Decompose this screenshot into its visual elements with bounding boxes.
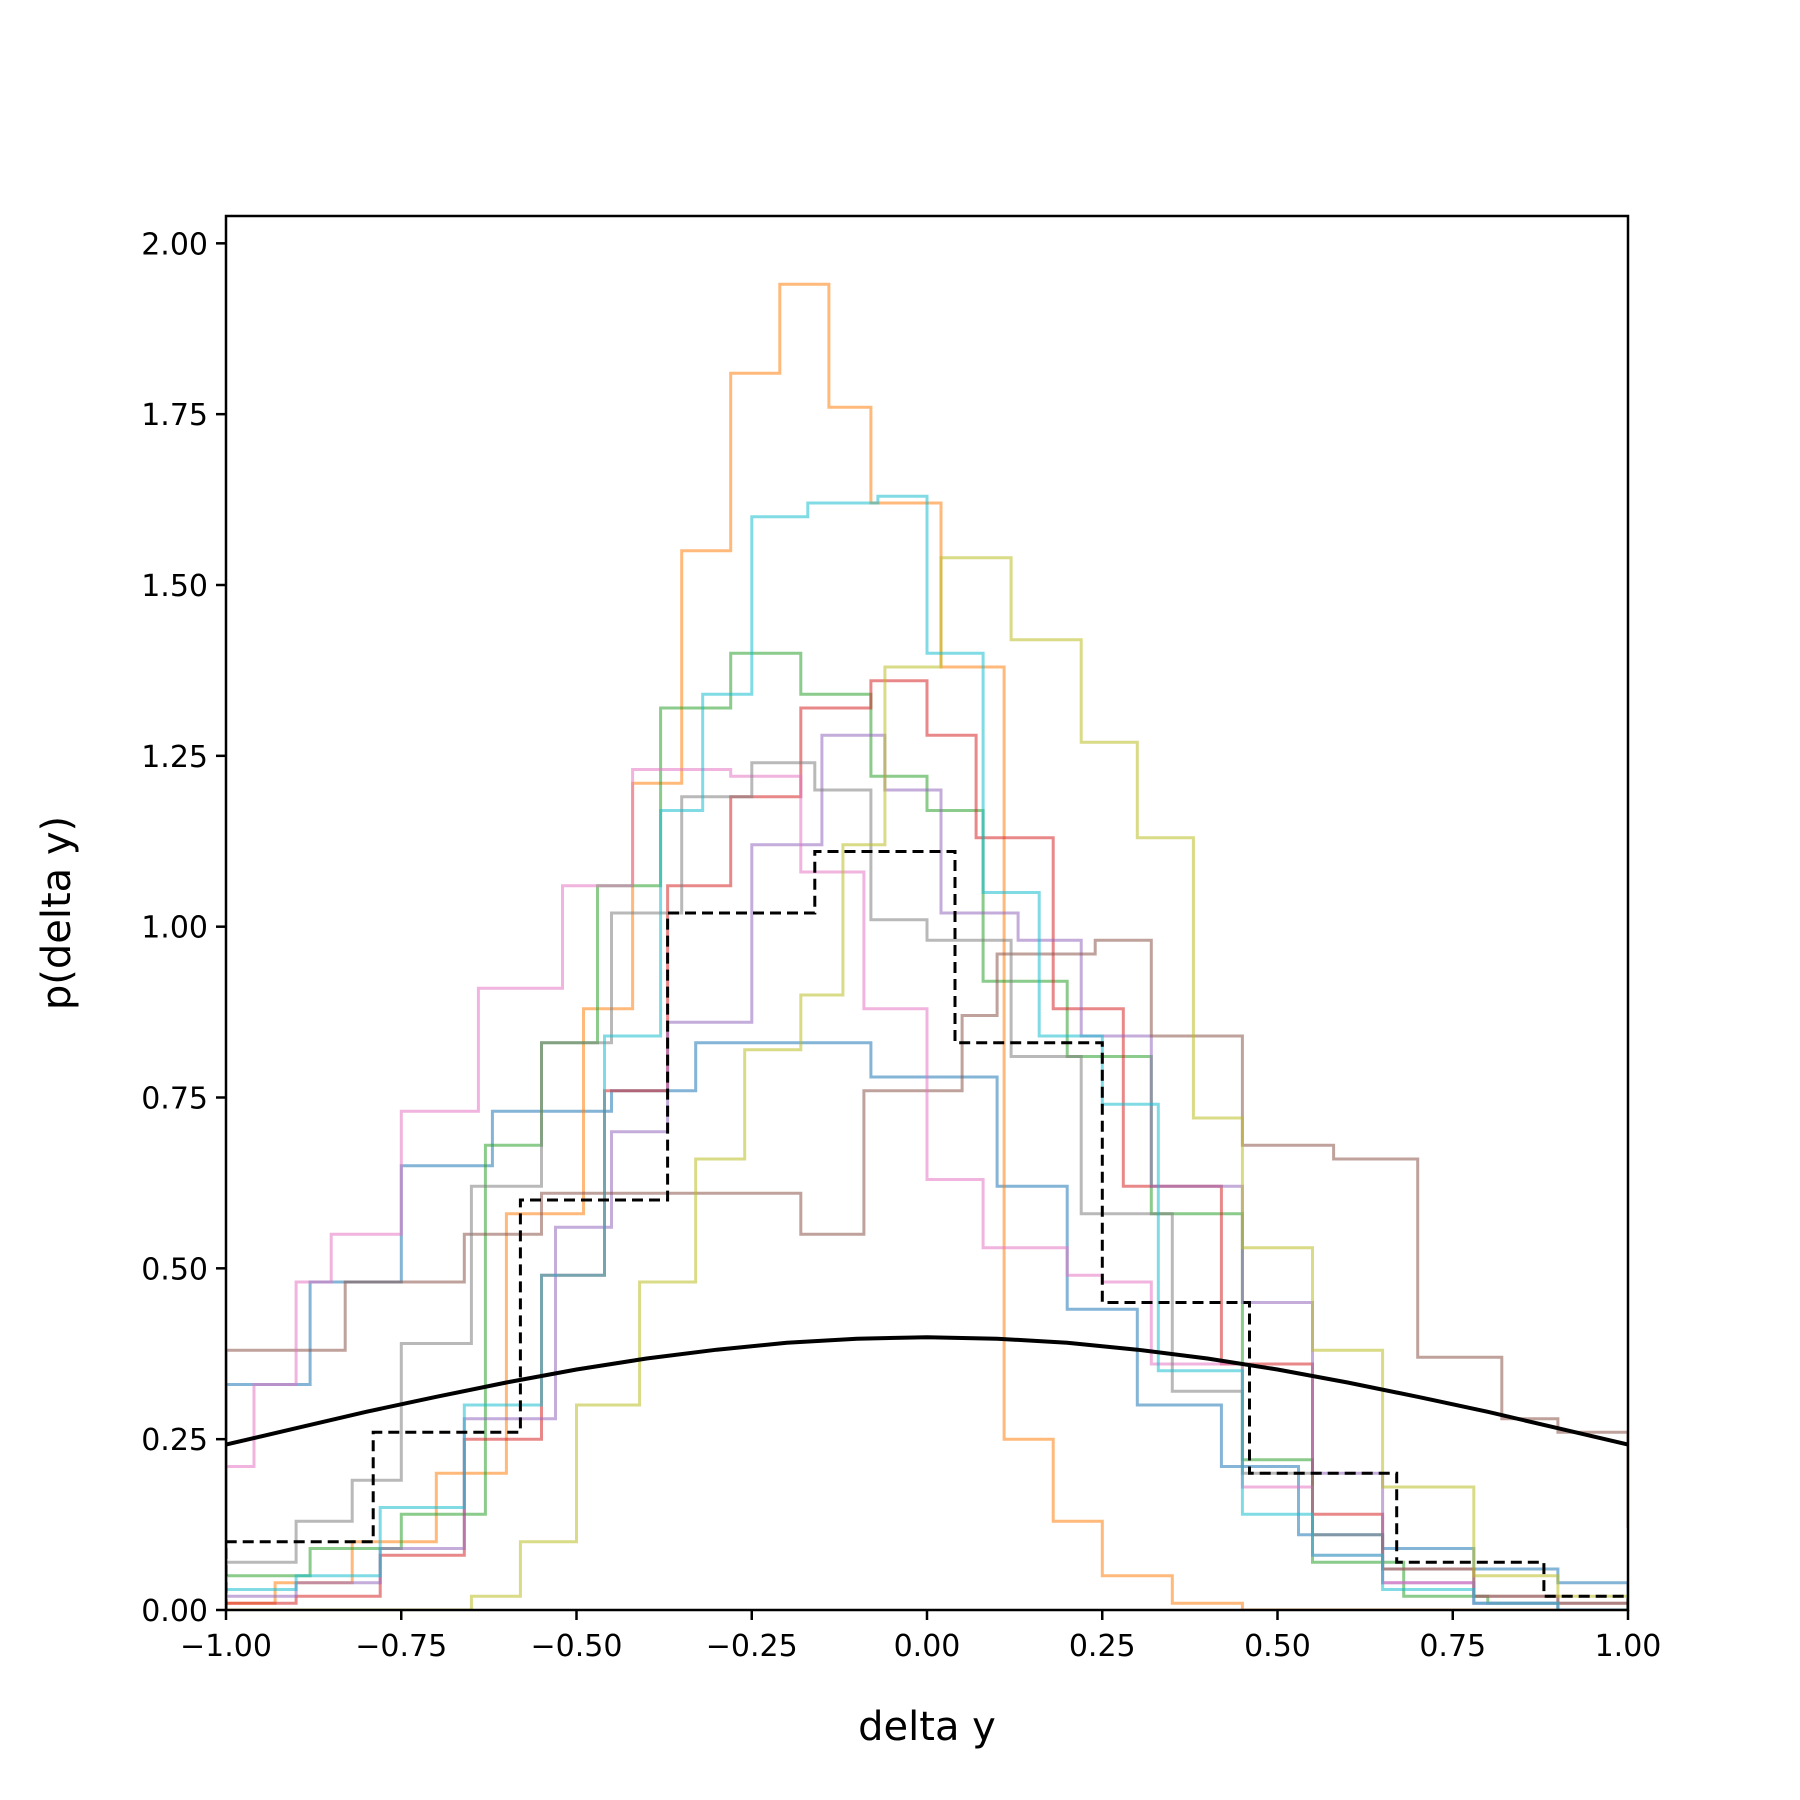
histogram-series-0 bbox=[226, 1041, 1628, 1610]
histogram-series-1 bbox=[226, 282, 1628, 1610]
y-tick-label: 0.75 bbox=[141, 1082, 208, 1117]
histogram-series-10 bbox=[226, 850, 1628, 1610]
histogram-series-2 bbox=[226, 651, 1628, 1610]
x-tick-label: 1.00 bbox=[1595, 1629, 1662, 1664]
y-tick-label: 1.00 bbox=[141, 911, 208, 946]
y-tick-label: 1.75 bbox=[141, 398, 208, 433]
normal-density-curve bbox=[226, 1335, 1628, 1447]
y-tick-label: 0.50 bbox=[141, 1252, 208, 1287]
x-tick-label: 0.00 bbox=[894, 1629, 961, 1664]
y-axis: 0.00 0.25 0.50 0.75 1.00 1.25 1.50 1.75 2.00 bbox=[141, 227, 226, 1629]
histogram-series-9 bbox=[226, 494, 1628, 1610]
x-tick-label: −1.00 bbox=[180, 1629, 272, 1664]
x-tick-label: 0.75 bbox=[1419, 1629, 1486, 1664]
x-tick-label: 0.50 bbox=[1244, 1629, 1311, 1664]
histogram-series-8 bbox=[226, 556, 1628, 1610]
x-axis-label: delta y bbox=[858, 1704, 996, 1750]
y-axis-label: p(delta y) bbox=[34, 816, 80, 1010]
x-tick-label: −0.75 bbox=[355, 1629, 447, 1664]
plot-series bbox=[226, 282, 1628, 1610]
histogram-series-5 bbox=[226, 938, 1628, 1610]
x-tick-label: −0.50 bbox=[531, 1629, 623, 1664]
x-tick-label: −0.25 bbox=[706, 1629, 798, 1664]
y-tick-label: 1.50 bbox=[141, 569, 208, 604]
y-tick-label: 0.25 bbox=[141, 1423, 208, 1458]
y-tick-label: 1.25 bbox=[141, 740, 208, 775]
histogram-series-7 bbox=[226, 761, 1628, 1610]
x-axis: −1.00 −0.75 −0.50 −0.25 0.00 0.25 0.50 0.75 1.00 bbox=[180, 1610, 1661, 1664]
y-tick-label: 2.00 bbox=[141, 227, 208, 262]
axes-frame bbox=[224, 214, 1630, 1612]
x-tick-label: 0.25 bbox=[1069, 1629, 1136, 1664]
y-tick-label: 0.00 bbox=[141, 1594, 208, 1629]
